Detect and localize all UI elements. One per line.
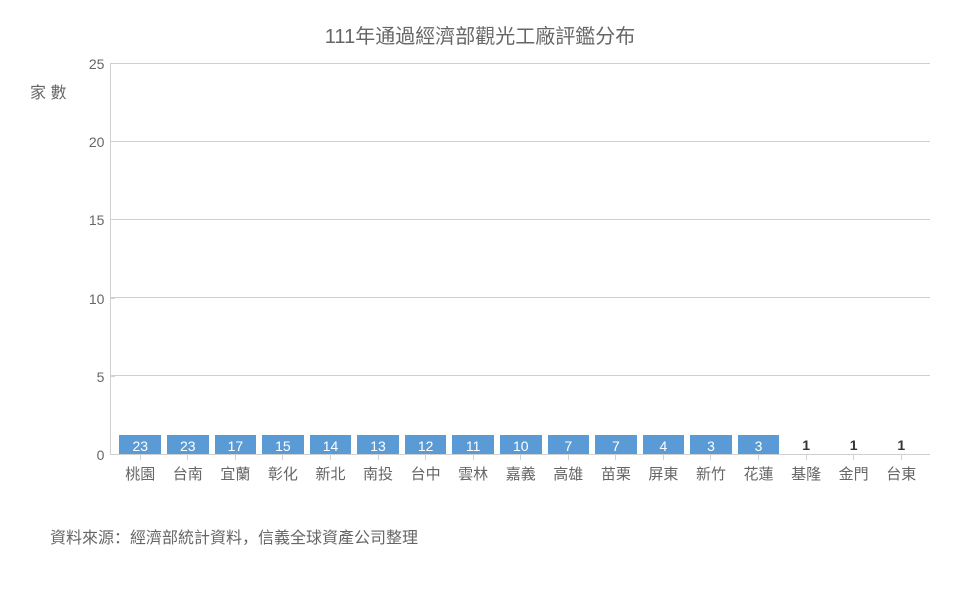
bar-slot: 14 — [307, 435, 355, 454]
bar-value-label: 23 — [180, 435, 196, 454]
y-axis-label: 家 數 — [30, 64, 66, 484]
bar: 10 — [500, 435, 542, 454]
x-label: 台東 — [877, 463, 925, 484]
x-label: 南投 — [354, 463, 402, 484]
bar: 23 — [119, 435, 161, 454]
bar-value-label: 3 — [755, 435, 763, 454]
bar-slot: 15 — [259, 435, 307, 454]
bar-slot: 4 — [640, 435, 688, 454]
bar-value-label: 7 — [564, 435, 572, 454]
bar: 3 — [738, 435, 780, 454]
x-tick-mark — [378, 454, 379, 460]
bar: 23 — [167, 435, 209, 454]
x-label: 高雄 — [545, 463, 593, 484]
x-tick-mark — [901, 454, 902, 460]
x-tick-mark — [235, 454, 236, 460]
bar-slot: 23 — [164, 435, 212, 454]
y-tick: 25 — [89, 56, 105, 72]
y-tick: 5 — [97, 369, 105, 385]
plot-area: 0510152025 23231715141312111077433111 — [71, 64, 930, 455]
x-tick-mark — [520, 454, 521, 460]
bar-value-label: 10 — [513, 435, 529, 454]
x-tick-mark — [853, 454, 854, 460]
y-axis: 0510152025 — [71, 64, 111, 455]
bar-value-label: 23 — [132, 435, 148, 454]
bar-slot: 3 — [735, 435, 783, 454]
bar-value-label: 1 — [802, 434, 810, 453]
x-tick-mark — [140, 454, 141, 460]
bar-slot: 3 — [687, 435, 735, 454]
source-note: 資料來源：經濟部統計資料，信義全球資產公司整理 — [30, 524, 930, 548]
x-tick-mark — [663, 454, 664, 460]
bar: 7 — [595, 435, 637, 454]
x-label: 苗栗 — [592, 463, 640, 484]
bar-slot: 17 — [212, 435, 260, 454]
x-tick-mark — [568, 454, 569, 460]
bar: 14 — [310, 435, 352, 454]
x-label: 彰化 — [259, 463, 307, 484]
x-tick-mark — [425, 454, 426, 460]
bar-slot: 13 — [354, 435, 402, 454]
bar-value-label: 17 — [228, 435, 244, 454]
x-label: 花蓮 — [735, 463, 783, 484]
x-axis: 桃園台南宜蘭彰化新北南投台中雲林嘉義高雄苗栗屏東新竹花蓮基隆金門台東 — [111, 463, 930, 484]
bar-value-label: 11 — [466, 435, 481, 454]
x-tick-mark — [282, 454, 283, 460]
x-label: 台中 — [402, 463, 450, 484]
bar-value-label: 1 — [850, 434, 858, 453]
bar-slot: 11 — [449, 435, 497, 454]
bar-value-label: 7 — [612, 435, 620, 454]
bar-value-label: 13 — [370, 435, 386, 454]
x-label: 桃園 — [116, 463, 164, 484]
x-tick-mark — [710, 454, 711, 460]
x-tick-mark — [187, 454, 188, 460]
bar: 12 — [405, 435, 447, 454]
bar-value-label: 3 — [707, 435, 715, 454]
x-label: 嘉義 — [497, 463, 545, 484]
x-label: 新竹 — [687, 463, 735, 484]
bar-slot: 7 — [592, 435, 640, 454]
bar: 13 — [357, 435, 399, 454]
x-label: 台南 — [164, 463, 212, 484]
bar-value-label: 15 — [275, 435, 291, 454]
chart-container: 111年通過經濟部觀光工廠評鑑分布 家 數 0510152025 2323171… — [30, 20, 930, 548]
bars: 23231715141312111077433111 — [111, 64, 930, 454]
bar: 7 — [548, 435, 590, 454]
x-label: 宜蘭 — [212, 463, 260, 484]
bar-value-label: 4 — [660, 435, 668, 454]
x-label: 金門 — [830, 463, 878, 484]
y-tick: 15 — [89, 212, 105, 228]
bar: 15 — [262, 435, 304, 454]
x-tick-mark — [758, 454, 759, 460]
y-tick: 10 — [89, 291, 105, 307]
x-label: 雲林 — [449, 463, 497, 484]
bar: 4 — [643, 435, 685, 454]
chart-title: 111年通過經濟部觀光工廠評鑑分布 — [30, 20, 930, 49]
bar-slot: 10 — [497, 435, 545, 454]
bar: 11 — [452, 435, 494, 454]
bar-slot: 12 — [402, 435, 450, 454]
bar-value-label: 1 — [897, 434, 905, 453]
x-tick-mark — [615, 454, 616, 460]
x-label: 新北 — [307, 463, 355, 484]
x-tick-mark — [330, 454, 331, 460]
bar-slot: 7 — [545, 435, 593, 454]
bars-area: 23231715141312111077433111 — [111, 64, 930, 455]
bar: 17 — [215, 435, 257, 454]
chart-area: 0510152025 23231715141312111077433111 桃園… — [71, 64, 930, 484]
x-tick-mark — [806, 454, 807, 460]
y-tick: 0 — [97, 447, 105, 463]
bar: 3 — [690, 435, 732, 454]
y-tick: 20 — [89, 134, 105, 150]
x-label: 基隆 — [782, 463, 830, 484]
x-tick-mark — [473, 454, 474, 460]
bar-slot: 23 — [116, 435, 164, 454]
chart-body: 家 數 0510152025 2323171514131211107743311… — [30, 64, 930, 484]
bar-value-label: 14 — [323, 435, 339, 454]
bar-value-label: 12 — [418, 435, 434, 454]
x-label: 屏東 — [640, 463, 688, 484]
